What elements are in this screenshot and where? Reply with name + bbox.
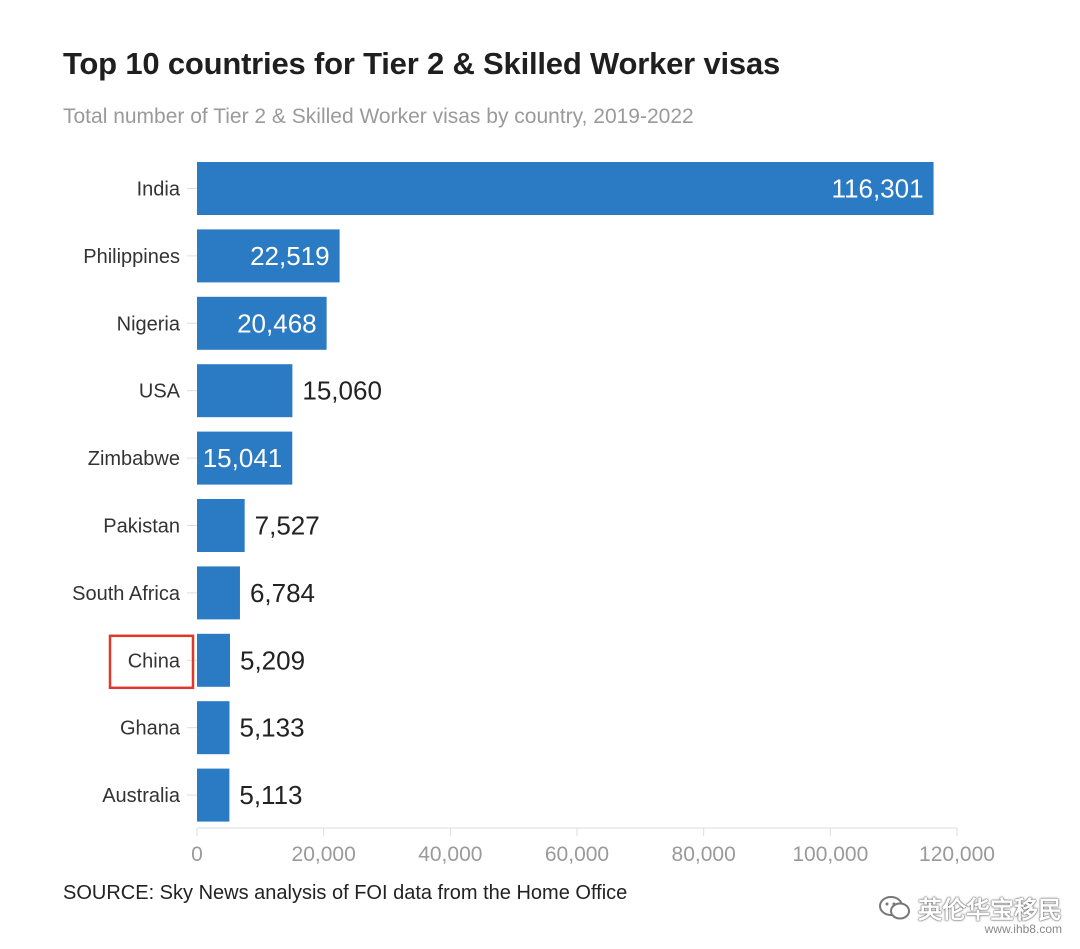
watermark: 英伦华宝移民 (878, 890, 1062, 925)
bar (197, 499, 245, 552)
bar (197, 229, 340, 283)
x-tick-label: 120,000 (919, 843, 995, 866)
x-tick-label: 80,000 (672, 843, 736, 866)
chart-subtitle: Total number of Tier 2 & Skilled Worker … (63, 105, 694, 128)
bar (197, 566, 240, 620)
highlight-box (108, 634, 195, 690)
bar (197, 162, 934, 215)
bar (197, 701, 230, 755)
bar (197, 633, 230, 687)
watermark-url: www.ihb8.com (984, 922, 1062, 936)
bar-chart: 0 20,000 40,000 60,000 80,000 100,000 120,000 I… (72, 162, 995, 866)
category-label: Philippines (83, 246, 180, 268)
source-note: SOURCE: Sky News analysis of FOI data fr… (63, 882, 628, 904)
x-tick-label: 0 (191, 843, 203, 866)
bar (197, 296, 327, 350)
value-label: 116,301 (832, 174, 924, 204)
x-tick-label: 60,000 (545, 843, 609, 866)
bar (197, 768, 230, 822)
value-label: 22,519 (250, 241, 330, 271)
x-tick-label: 100,000 (792, 843, 868, 866)
category-label: China (128, 650, 181, 672)
category-label: Ghana (120, 718, 181, 740)
value-label: 15,041 (203, 443, 283, 473)
bar (197, 431, 293, 485)
value-label: 20,468 (237, 308, 317, 338)
value-label: 5,113 (239, 780, 302, 810)
category-label: Pakistan (103, 516, 180, 538)
category-label: South Africa (72, 583, 181, 605)
chart-title: Top 10 countries for Tier 2 & Skilled Wo… (63, 46, 781, 81)
x-tick-label: 20,000 (292, 843, 356, 866)
bar (197, 364, 293, 418)
category-label: Australia (102, 785, 181, 807)
category-label: India (137, 179, 181, 201)
watermark-text: 英伦华宝移民 (918, 897, 1062, 924)
value-label: 6,784 (250, 578, 315, 608)
value-label: 7,527 (255, 511, 320, 541)
value-label: 15,060 (302, 376, 382, 406)
value-label: 5,133 (240, 713, 305, 743)
wechat-icon (879, 895, 910, 919)
value-label: 5,209 (240, 645, 305, 675)
category-label: Zimbabwe (88, 448, 180, 470)
category-label: Nigeria (117, 313, 181, 335)
x-tick-label: 40,000 (418, 843, 482, 866)
category-label: USA (139, 381, 181, 403)
